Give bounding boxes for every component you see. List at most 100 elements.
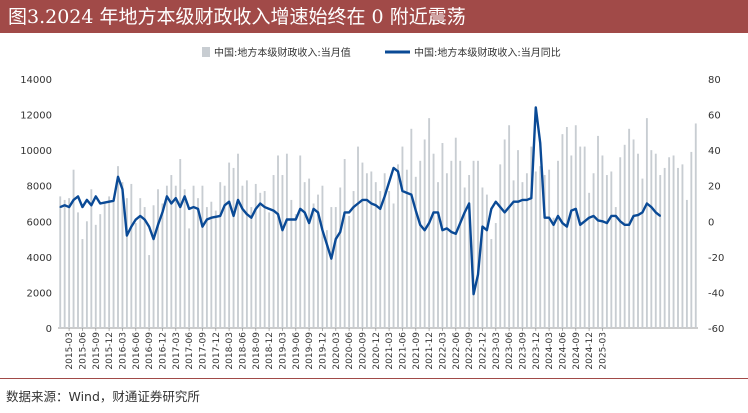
bar [245, 180, 248, 328]
bar [139, 198, 142, 328]
bar [561, 134, 564, 328]
line-point [126, 234, 128, 237]
line-point [432, 211, 435, 214]
line-point [99, 202, 102, 205]
x-tick-label: 2022-03 [438, 332, 448, 370]
x-tick-label: 2015-06 [78, 332, 88, 370]
bar [317, 194, 319, 328]
bar [548, 169, 551, 328]
bar [90, 189, 93, 328]
x-tick-label: 2021-03 [385, 332, 395, 370]
y-left-tick-label: 4000 [27, 253, 52, 264]
bar [694, 123, 697, 329]
line-point [637, 214, 639, 216]
x-tick-label: 2022-09 [465, 332, 475, 370]
line-point [250, 216, 253, 219]
line-point [299, 208, 302, 210]
line-point [454, 232, 457, 235]
bar [663, 167, 666, 328]
line-point [330, 257, 333, 260]
x-tick-label: 2018-09 [252, 332, 262, 370]
line-point [477, 273, 479, 276]
bar [205, 207, 208, 328]
line-point [597, 219, 599, 222]
y-right-tick-label: 60 [708, 111, 721, 122]
line-point [59, 206, 62, 208]
bar [637, 153, 639, 328]
legend-bar-swatch [202, 47, 210, 57]
bar [294, 214, 297, 328]
line-point [308, 222, 310, 224]
x-tick-label: 2023-12 [532, 332, 542, 370]
growth-line [59, 106, 661, 296]
bar [81, 239, 84, 328]
y-right-tick-label: -20 [708, 253, 724, 264]
line-point [588, 216, 590, 219]
line-point [214, 216, 217, 218]
tick-labels: 0 2000 4000 6000 8000 10000 12000 14000 -60 -40 -2… [20, 75, 724, 370]
line-point [321, 229, 324, 231]
line-point [201, 225, 204, 228]
line-point [632, 215, 635, 217]
line-point [259, 202, 262, 205]
line-point [103, 201, 106, 204]
line-point [388, 181, 390, 183]
bar [530, 146, 533, 328]
axis-layer [58, 327, 698, 331]
bar [281, 175, 284, 328]
bar [161, 203, 164, 328]
x-tick-label: 2023-09 [518, 332, 528, 370]
line-point [441, 229, 444, 231]
bar [68, 198, 71, 328]
line-point [397, 170, 399, 173]
bar [103, 203, 106, 328]
line-point [326, 243, 328, 246]
legend-bar-label: 中国:地方本级财政收入:当月值 [214, 46, 351, 59]
bar [277, 155, 279, 328]
line-point [659, 215, 662, 217]
x-tick-label: 2020-12 [372, 332, 382, 370]
x-tick-label: 2017-06 [185, 332, 195, 370]
line-point [539, 142, 542, 144]
bar [379, 191, 382, 328]
bar [543, 175, 546, 328]
line-point [530, 197, 533, 199]
bar [152, 205, 155, 328]
bar [197, 198, 199, 328]
bar [681, 164, 684, 328]
line-point [179, 206, 182, 208]
bar [521, 182, 524, 328]
bar [348, 215, 351, 328]
line-point [512, 200, 515, 203]
x-tick-label: 2024-12 [585, 332, 595, 370]
bar [503, 139, 506, 328]
bar [499, 164, 502, 328]
line-point [392, 167, 395, 169]
bar [188, 228, 191, 328]
bar [330, 207, 333, 328]
line-point [583, 220, 586, 223]
bar [357, 146, 359, 328]
line-point [134, 218, 137, 221]
x-tick-label: 2016-03 [118, 332, 128, 370]
x-tick-label: 2017-09 [198, 332, 208, 370]
line-point [192, 206, 195, 208]
bar [397, 164, 399, 328]
bar [352, 191, 355, 328]
line-point [210, 216, 213, 219]
bar [361, 162, 364, 328]
bar [121, 182, 124, 328]
line-point [246, 213, 248, 215]
line-point [366, 199, 368, 201]
x-tick-label: 2021-06 [398, 332, 408, 370]
bar [183, 189, 186, 328]
line-point [223, 204, 226, 207]
line-point [521, 199, 524, 201]
line-point [654, 211, 657, 214]
line-point [206, 218, 208, 221]
y-right-tick-label: 80 [708, 75, 721, 86]
line-point [152, 238, 155, 240]
bar [219, 182, 222, 328]
x-tick-label: 2015-12 [105, 332, 115, 370]
bar [574, 125, 577, 329]
